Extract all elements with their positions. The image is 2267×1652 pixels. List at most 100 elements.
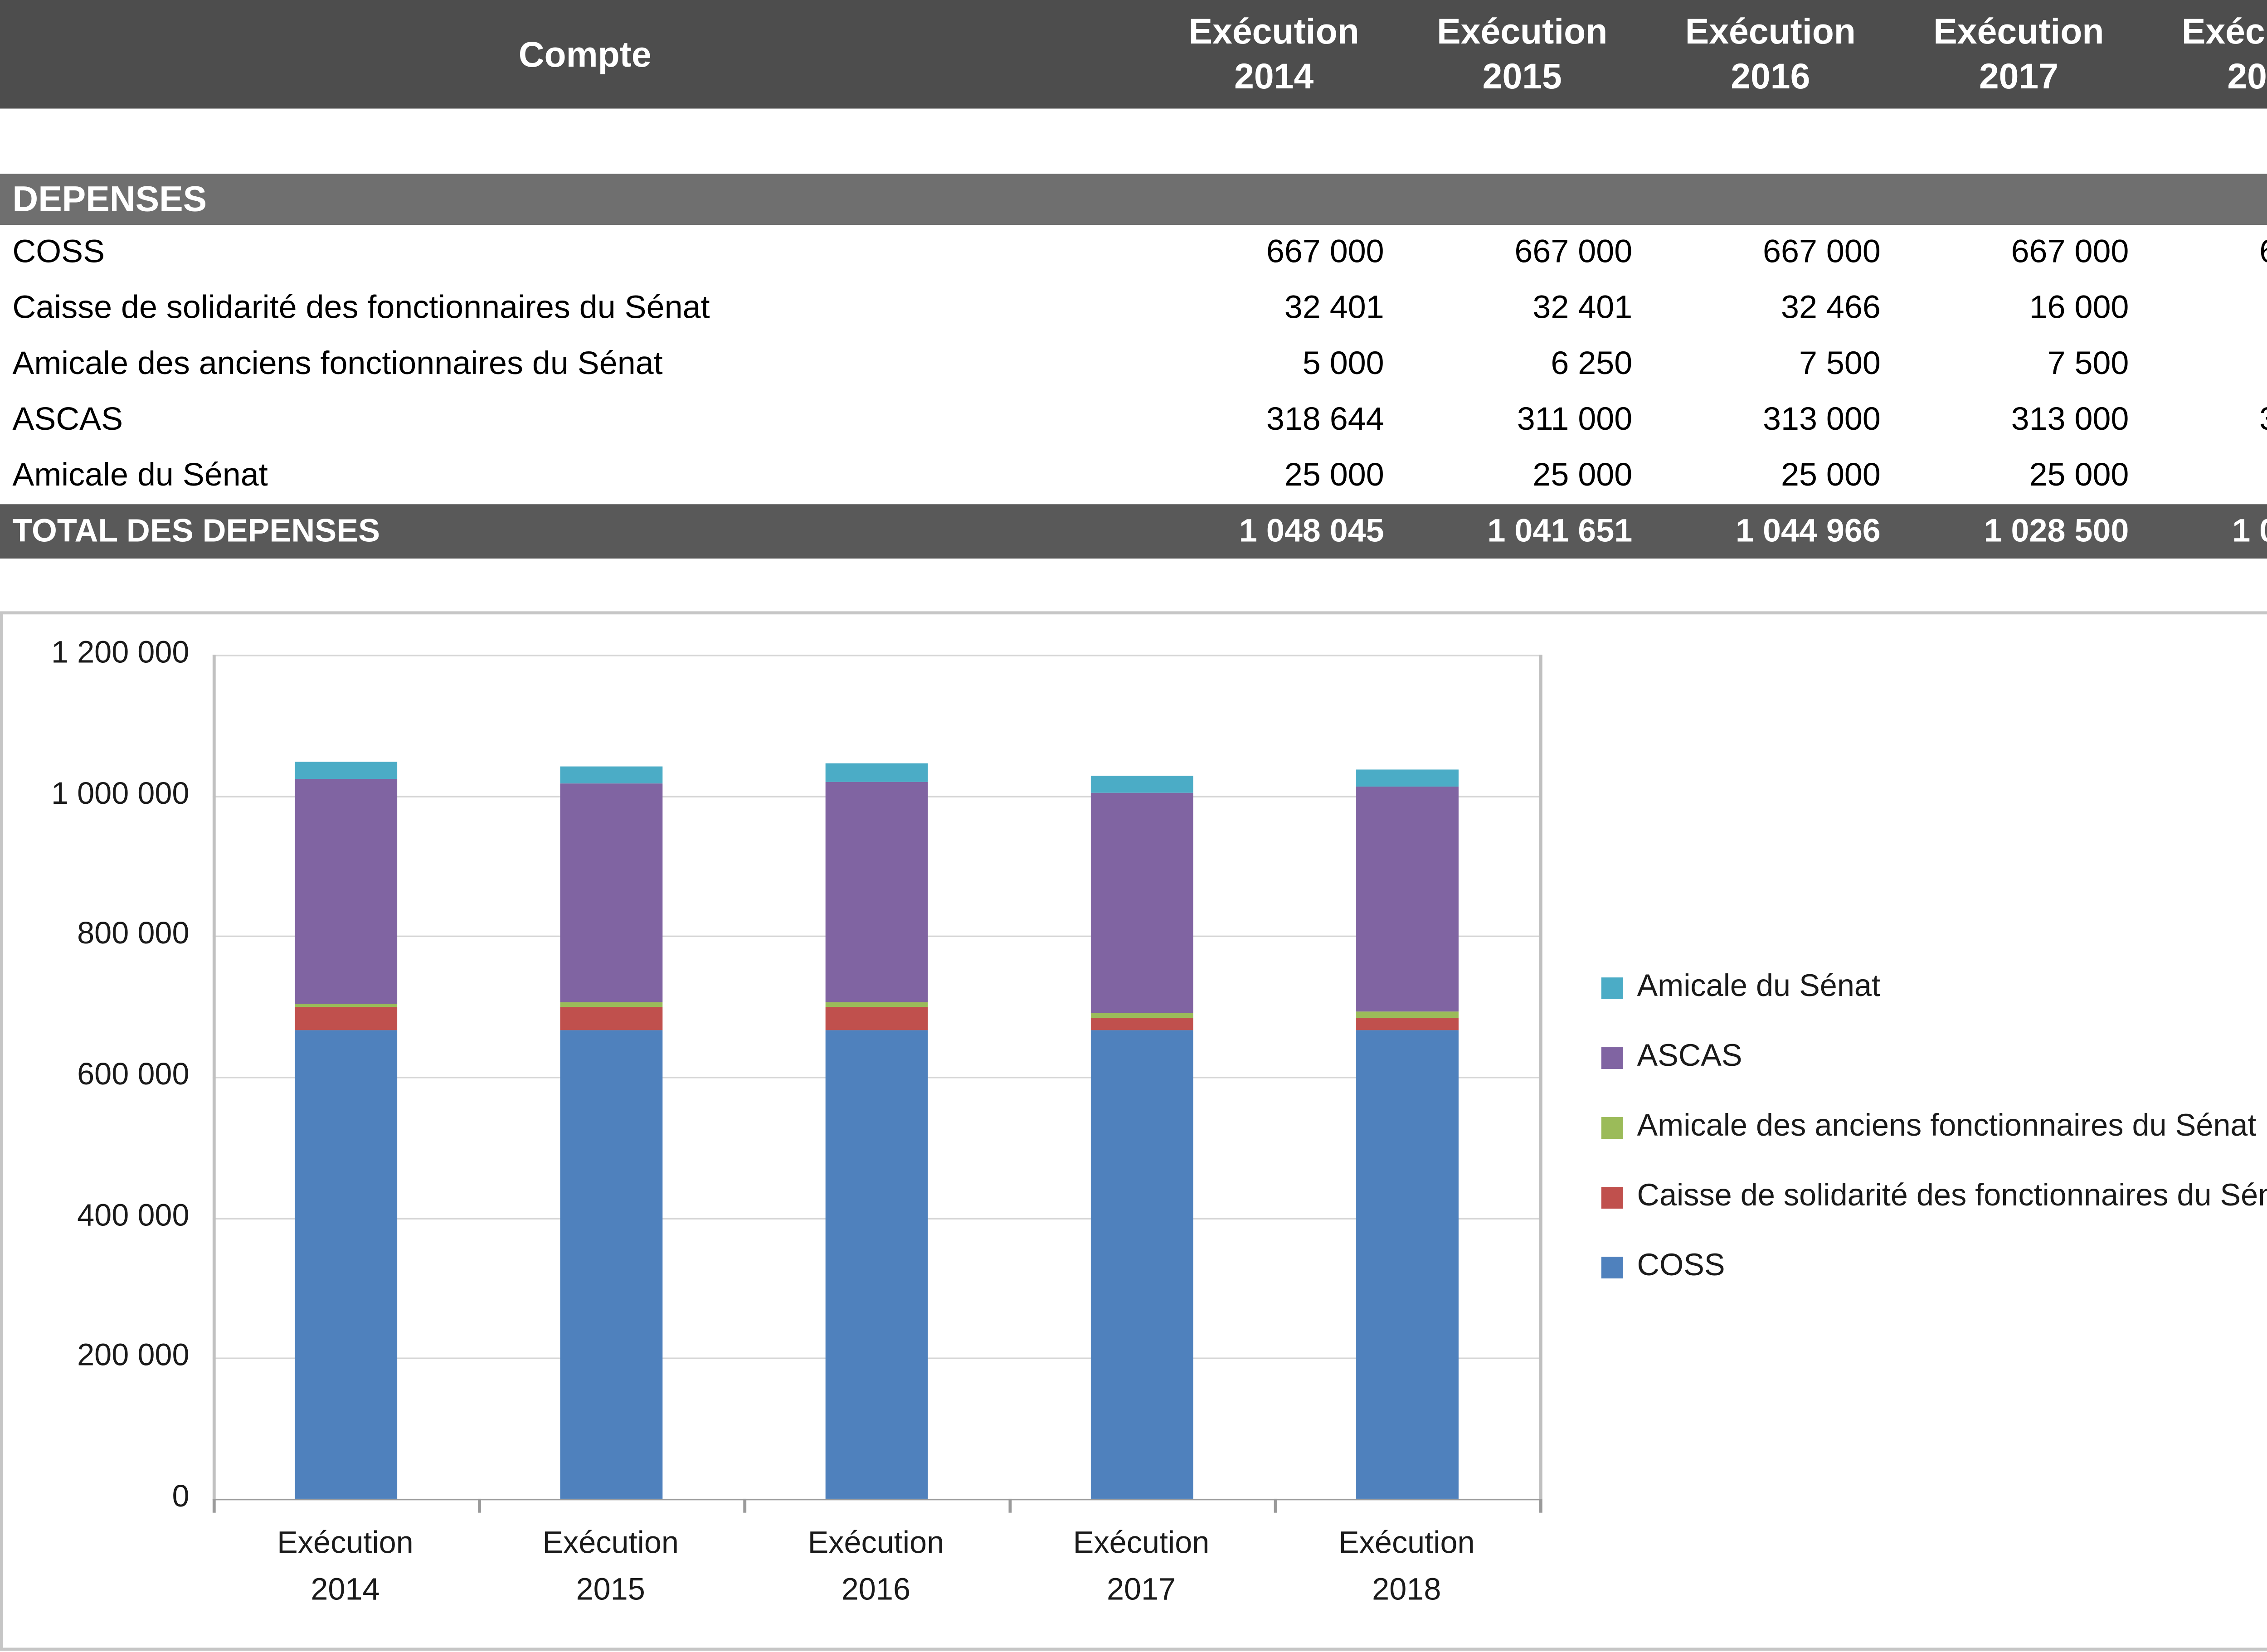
expenses-stacked-bar-chart: Amicale du Sénat ASCAS Amicale des anciens… [0,611,2267,1651]
stacked-bar-exécution-2015 [559,766,662,1499]
bar-segment-caisse-de-solidarité-des-fonctionnaires-du-sénat [559,1007,662,1030]
legend-marker-icon [1601,1256,1623,1278]
legend-label: Amicale du Sénat [1637,970,1880,1006]
stacked-bar-exécution-2017 [1090,775,1192,1499]
column-header-2014: Exécution 2014 [1158,10,1406,99]
bar-segment-amicale-du-sénat [825,764,927,782]
page: Compte Exécution 2014 Exécution 2015 Exé… [0,0,2267,1652]
chart-legend: Amicale du Sénat ASCAS Amicale des anciens… [1601,952,2267,1302]
table-header-row: Compte Exécution 2014 Exécution 2015 Exé… [0,0,2267,109]
legend-marker-icon [1601,1186,1623,1208]
bar-segment-coss [1355,1030,1458,1499]
bar-segment-amicale-des-anciens-fonctionnaires-du-sénat [294,1003,397,1007]
x-axis-category-label: Exécution 2015 [478,1521,743,1613]
total-value: 1 028 500 [1902,513,2151,550]
column-header-2017: Exécution 2017 [1902,10,2151,99]
row-label: COSS [0,234,1158,272]
total-value: 1 048 045 [1158,513,1406,550]
table-row-amicale-anciens: Amicale des anciens fonctionnaires du Sé… [0,337,2267,393]
bar-segment-ascas [1090,793,1192,1013]
table-row-amicale-senat: Amicale du Sénat 25 000 25 000 25 000 25… [0,448,2267,504]
x-axis-tick [1539,1499,1542,1513]
bar-segment-ascas [559,784,662,1002]
y-axis-tick-label: 0 [3,1480,190,1516]
row-label: Caisse de solidarité des fonctionnaires … [0,290,1158,327]
x-axis-category-label: Exécution 2018 [1274,1521,1539,1613]
table-row-ascas: ASCAS 318 644 311 000 313 000 313 000 31… [0,393,2267,448]
cell-value: 25 000 [1158,458,1406,495]
legend-label: Amicale des anciens fonctionnaires du Sé… [1637,1109,2257,1145]
bar-segment-amicale-du-sénat [1355,769,1458,787]
y-axis-tick-label: 1 000 000 [3,777,190,812]
cell-value: 5 000 [1158,346,1406,383]
legend-item-amicale-des-anciens-fonctionnaires-du-sénat: Amicale des anciens fonctionnaires du Sé… [1601,1092,2267,1162]
y-axis-tick-label: 600 000 [3,1058,190,1094]
y-gridline [213,1499,1539,1500]
total-label: TOTAL DES DEPENSES [0,513,1158,550]
legend-item-caisse-de-solidarité-des-fonctionnaires-du-sénat: Caisse de solidarité des fonctionnaires … [1601,1162,2267,1232]
cell-value: 6 250 [1406,346,1654,383]
row-label: Amicale des anciens fonctionnaires du Sé… [0,346,1158,383]
cell-value: 16 000 [1902,290,2151,327]
stacked-bar-exécution-2018 [1355,769,1458,1499]
plot-border-line [1539,655,1542,1499]
y-axis-tick-label: 200 000 [3,1340,190,1375]
y-axis-tick-label: 800 000 [3,918,190,953]
cell-value: 318 644 [1158,402,1406,439]
cell-value: 311 000 [1406,402,1654,439]
x-axis-tick [213,1499,215,1513]
legend-item-ascas: ASCAS [1601,1022,2267,1092]
cell-value: 25 000 [2150,458,2267,495]
total-value: 1 041 651 [1406,513,1654,550]
cell-value: 313 000 [1654,402,1902,439]
cell-value: 25 000 [1654,458,1902,495]
cell-value: 667 000 [1158,234,1406,272]
x-axis-tick [1008,1499,1011,1513]
cell-value: 667 000 [2150,234,2267,272]
legend-label: COSS [1637,1249,1725,1285]
cell-value: 667 000 [1406,234,1654,272]
cell-value: 667 000 [1654,234,1902,272]
legend-marker-icon [1601,977,1623,998]
legend-label: Caisse de solidarité des fonctionnaires … [1637,1179,2267,1215]
x-axis-category-label: Exécution 2014 [213,1521,478,1613]
legend-item-amicale-du-sénat: Amicale du Sénat [1601,952,2267,1022]
cell-value: 25 000 [1406,458,1654,495]
bar-segment-ascas [294,779,397,1003]
table-row-caisse-solidarite: Caisse de solidarité des fonctionnaires … [0,281,2267,336]
cell-value: 313 000 [1902,402,2151,439]
row-label: Amicale du Sénat [0,458,1158,495]
viewport: Compte Exécution 2014 Exécution 2015 Exé… [0,0,2267,1652]
column-header-2018: Exécution 2018 [2150,10,2267,99]
legend-item-coss: COSS [1601,1232,2267,1302]
bar-segment-coss [294,1030,397,1499]
cell-value: 667 000 [1902,234,2151,272]
bar-segment-amicale-des-anciens-fonctionnaires-du-sénat [1355,1011,1458,1019]
cell-value: 32 401 [1158,290,1406,327]
bar-segment-ascas [825,782,927,1002]
row-label: ASCAS [0,402,1158,439]
spacer [0,109,2267,174]
y-axis-tick-label: 400 000 [3,1199,190,1234]
x-axis-tick [478,1499,480,1513]
x-axis-tick [1274,1499,1276,1513]
cell-value: 7 500 [1654,346,1902,383]
bar-segment-coss [1090,1030,1192,1499]
section-header-depenses: DEPENSES [0,174,2267,225]
table-row-coss: COSS 667 000 667 000 667 000 667 000 667… [0,225,2267,281]
bar-segment-caisse-de-solidarité-des-fonctionnaires-du-sénat [1090,1018,1192,1030]
bar-segment-coss [825,1030,927,1499]
cell-value: 32 401 [1406,290,1654,327]
y-gridline [213,655,1539,656]
cell-value: 319 000 [2150,402,2267,439]
bar-segment-amicale-des-anciens-fonctionnaires-du-sénat [559,1002,662,1007]
cell-value: 7 500 [1902,346,2151,383]
stacked-bar-exécution-2014 [294,762,397,1499]
bar-segment-amicale-du-sénat [559,766,662,784]
cell-value: 25 000 [1902,458,2151,495]
total-value: 1 044 966 [1654,513,1902,550]
cell-value: 16 000 [2150,290,2267,327]
legend-label: ASCAS [1637,1040,1742,1075]
bar-segment-ascas [1355,787,1458,1011]
bar-segment-amicale-des-anciens-fonctionnaires-du-sénat [1090,1013,1192,1019]
